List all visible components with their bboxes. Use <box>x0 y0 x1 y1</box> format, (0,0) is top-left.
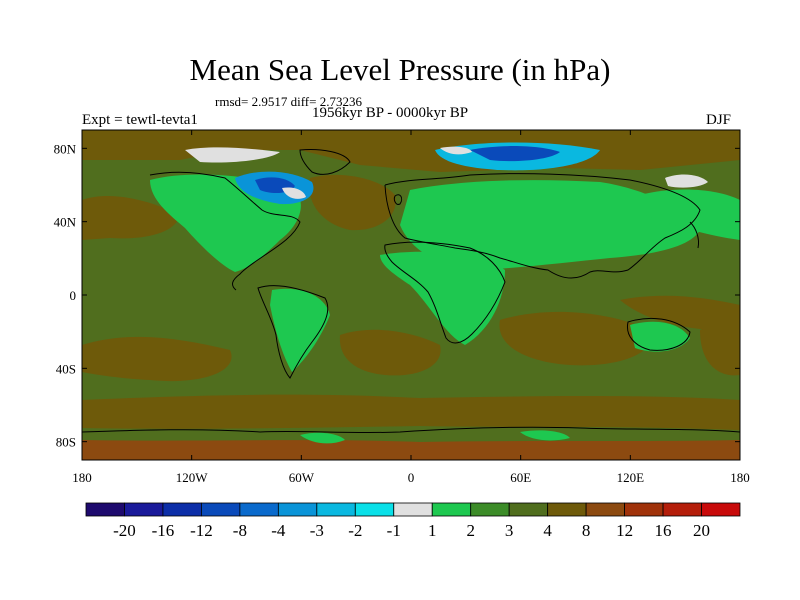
colorbar-swatch <box>431 502 472 517</box>
lon-label: 120W <box>176 470 209 485</box>
lon-label: 60E <box>510 470 531 485</box>
coast-uk <box>393 194 403 205</box>
colorbar-swatch <box>162 502 202 517</box>
field-north-pacific-low <box>640 189 740 240</box>
colorbar-label: 12 <box>616 521 633 540</box>
rmsd-diff-stats: rmsd= 2.9517 diff= 2.73236 <box>215 94 362 109</box>
field-low-east-siberia <box>665 174 708 188</box>
colorbar-label: 2 <box>466 521 475 540</box>
field-high-east-pacific <box>700 321 740 376</box>
lat-label: 0 <box>70 288 77 303</box>
colorbar-label: -4 <box>271 521 286 540</box>
lon-label: 120E <box>617 470 645 485</box>
colorbar-swatch <box>662 502 702 517</box>
field-high-north-atlantic <box>309 174 396 231</box>
field-low-greenland <box>185 147 280 163</box>
coast-antarctica <box>82 426 740 434</box>
colorbar-swatch <box>277 502 318 517</box>
colorbar-swatch <box>585 502 625 517</box>
colorbar-swatch <box>508 502 549 517</box>
field-high-south-pacific <box>82 336 232 382</box>
field-high-south-atlantic <box>339 329 441 376</box>
colorbar-label: 20 <box>693 521 710 540</box>
field-africa <box>380 251 505 345</box>
lon-label: 60W <box>289 470 315 485</box>
field-high-antarctic-bottom <box>82 440 740 460</box>
colorbar-swatch <box>624 502 664 517</box>
lat-label: 40S <box>56 361 76 376</box>
field-low-hudson-white <box>282 187 306 199</box>
coastlines <box>82 149 740 434</box>
colorbar-label: -20 <box>113 521 136 540</box>
colorbar-swatch <box>547 502 587 517</box>
coast-north-america <box>149 171 301 291</box>
colorbar-label: -8 <box>233 521 247 540</box>
colorbar-swatch <box>85 502 125 517</box>
field-eurasia <box>400 180 700 270</box>
colorbar-label: 1 <box>428 521 437 540</box>
lat-label: 40N <box>54 215 77 230</box>
coast-australia <box>626 317 691 351</box>
colorbar-label: 16 <box>655 521 672 540</box>
field-australia <box>630 321 690 352</box>
field-low-siberia-white <box>440 146 472 155</box>
colorbar-swatch <box>393 502 433 517</box>
colorbar-swatch <box>354 502 395 517</box>
pressure-field <box>82 130 740 460</box>
lat-label: 80S <box>56 435 76 450</box>
coast-south-america <box>257 285 329 379</box>
colorbar-label: 3 <box>505 521 514 540</box>
colorbar-swatch <box>316 502 356 517</box>
colorbar-label: -3 <box>310 521 324 540</box>
field-antarctic-coast <box>300 430 570 444</box>
period-label: 1956kyr BP - 0000kyr BP <box>312 105 469 121</box>
colorbar-swatch <box>701 502 741 517</box>
colorbar-label: 8 <box>582 521 591 540</box>
colorbar-swatch <box>239 502 279 517</box>
field-high-southern-belt <box>82 394 740 430</box>
coast-europe-asia <box>384 173 701 279</box>
colorbar: -20 -16 -12 -8 -4 -3 -2 -1 1 2 3 4 8 12 16 20 <box>85 502 741 540</box>
field-high-subtropical-north <box>620 295 740 331</box>
season-label: DJF <box>706 112 732 128</box>
colorbar-swatch <box>201 502 241 517</box>
colorbar-label: -1 <box>387 521 401 540</box>
field-south-america <box>270 288 330 372</box>
coast-africa <box>384 241 506 344</box>
colorbar-swatch <box>124 502 164 517</box>
colorbar-label: -12 <box>190 521 213 540</box>
field-high-indian-ocean <box>499 311 652 366</box>
lon-label: 180 <box>730 470 750 485</box>
experiment-label: Expt = tewtl-tevta1 <box>82 112 198 128</box>
coast-greenland <box>299 149 351 175</box>
colorbar-label: -16 <box>152 521 175 540</box>
field-low-siberia-core <box>470 146 560 162</box>
lon-label: 0 <box>408 470 415 485</box>
coast-japan <box>689 221 699 249</box>
colorbar-swatch <box>470 502 510 517</box>
lat-axis: 80N 40N 0 40S 80S <box>54 141 740 450</box>
lat-label: 80N <box>54 141 77 156</box>
map-title: Mean Sea Level Pressure (in hPa) <box>189 52 611 87</box>
field-high-north-pacific <box>82 195 180 240</box>
lon-label: 180 <box>72 470 92 485</box>
colorbar-label: 4 <box>543 521 552 540</box>
lon-axis: 180 120W 60W 0 60E 120E 180 <box>72 130 750 485</box>
colorbar-label: -2 <box>348 521 362 540</box>
